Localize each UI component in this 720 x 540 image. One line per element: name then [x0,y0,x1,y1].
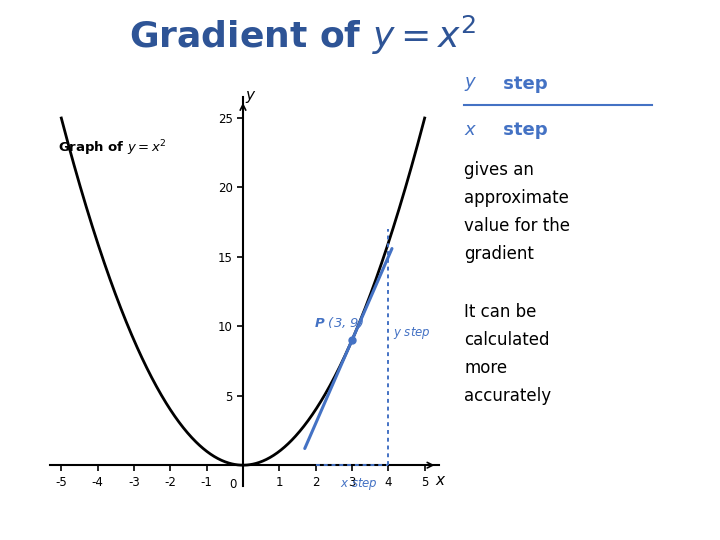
Text: 0: 0 [229,478,236,491]
Text: more: more [464,359,508,377]
Text: Gradient of $y = x^2$: Gradient of $y = x^2$ [129,14,476,57]
Text: $x$: $x$ [464,120,477,139]
Text: gives an: gives an [464,161,534,179]
Text: value for the: value for the [464,217,570,235]
Text: step: step [497,120,547,139]
Text: $y$: $y$ [246,89,257,105]
Text: $\boldsymbol{P}$ (3, 9): $\boldsymbol{P}$ (3, 9) [314,315,364,330]
Text: $y$ step: $y$ step [392,325,431,341]
Text: calculated: calculated [464,331,550,349]
Text: $x$ step: $x$ step [341,476,378,492]
Text: $y$: $y$ [464,75,477,93]
Text: approximate: approximate [464,189,570,207]
Text: Graph of $y = x^2$: Graph of $y = x^2$ [58,139,166,158]
Text: It can be: It can be [464,303,537,321]
Text: gradient: gradient [464,245,534,264]
Text: $x$: $x$ [436,473,447,488]
Text: step: step [497,75,547,93]
Text: accurately: accurately [464,387,552,406]
